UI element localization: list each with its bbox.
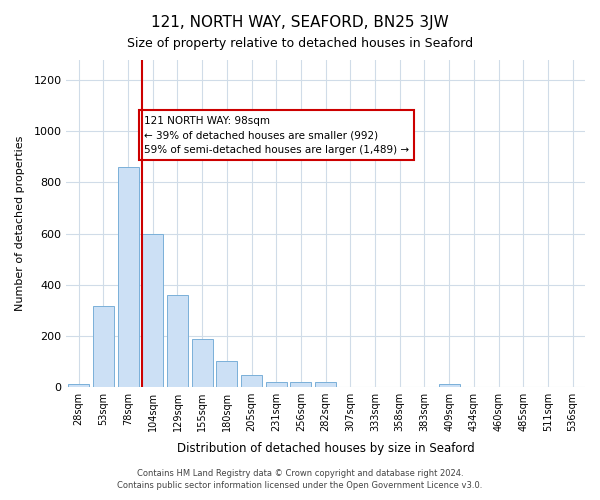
Y-axis label: Number of detached properties: Number of detached properties [15,136,25,311]
Bar [290,382,311,386]
Text: 121, NORTH WAY, SEAFORD, BN25 3JW: 121, NORTH WAY, SEAFORD, BN25 3JW [151,15,449,30]
Bar [217,361,238,386]
Text: Contains HM Land Registry data © Crown copyright and database right 2024.
Contai: Contains HM Land Registry data © Crown c… [118,468,482,490]
Bar [167,295,188,386]
Bar [191,340,212,386]
Bar [68,384,89,386]
Text: 121 NORTH WAY: 98sqm
← 39% of detached houses are smaller (992)
59% of semi-deta: 121 NORTH WAY: 98sqm ← 39% of detached h… [144,116,409,155]
Bar [241,375,262,386]
Bar [266,382,287,386]
Text: Size of property relative to detached houses in Seaford: Size of property relative to detached ho… [127,38,473,51]
Bar [93,306,114,386]
Bar [142,234,163,386]
Bar [118,167,139,386]
Bar [315,382,336,386]
Bar [439,384,460,386]
X-axis label: Distribution of detached houses by size in Seaford: Distribution of detached houses by size … [177,442,475,455]
